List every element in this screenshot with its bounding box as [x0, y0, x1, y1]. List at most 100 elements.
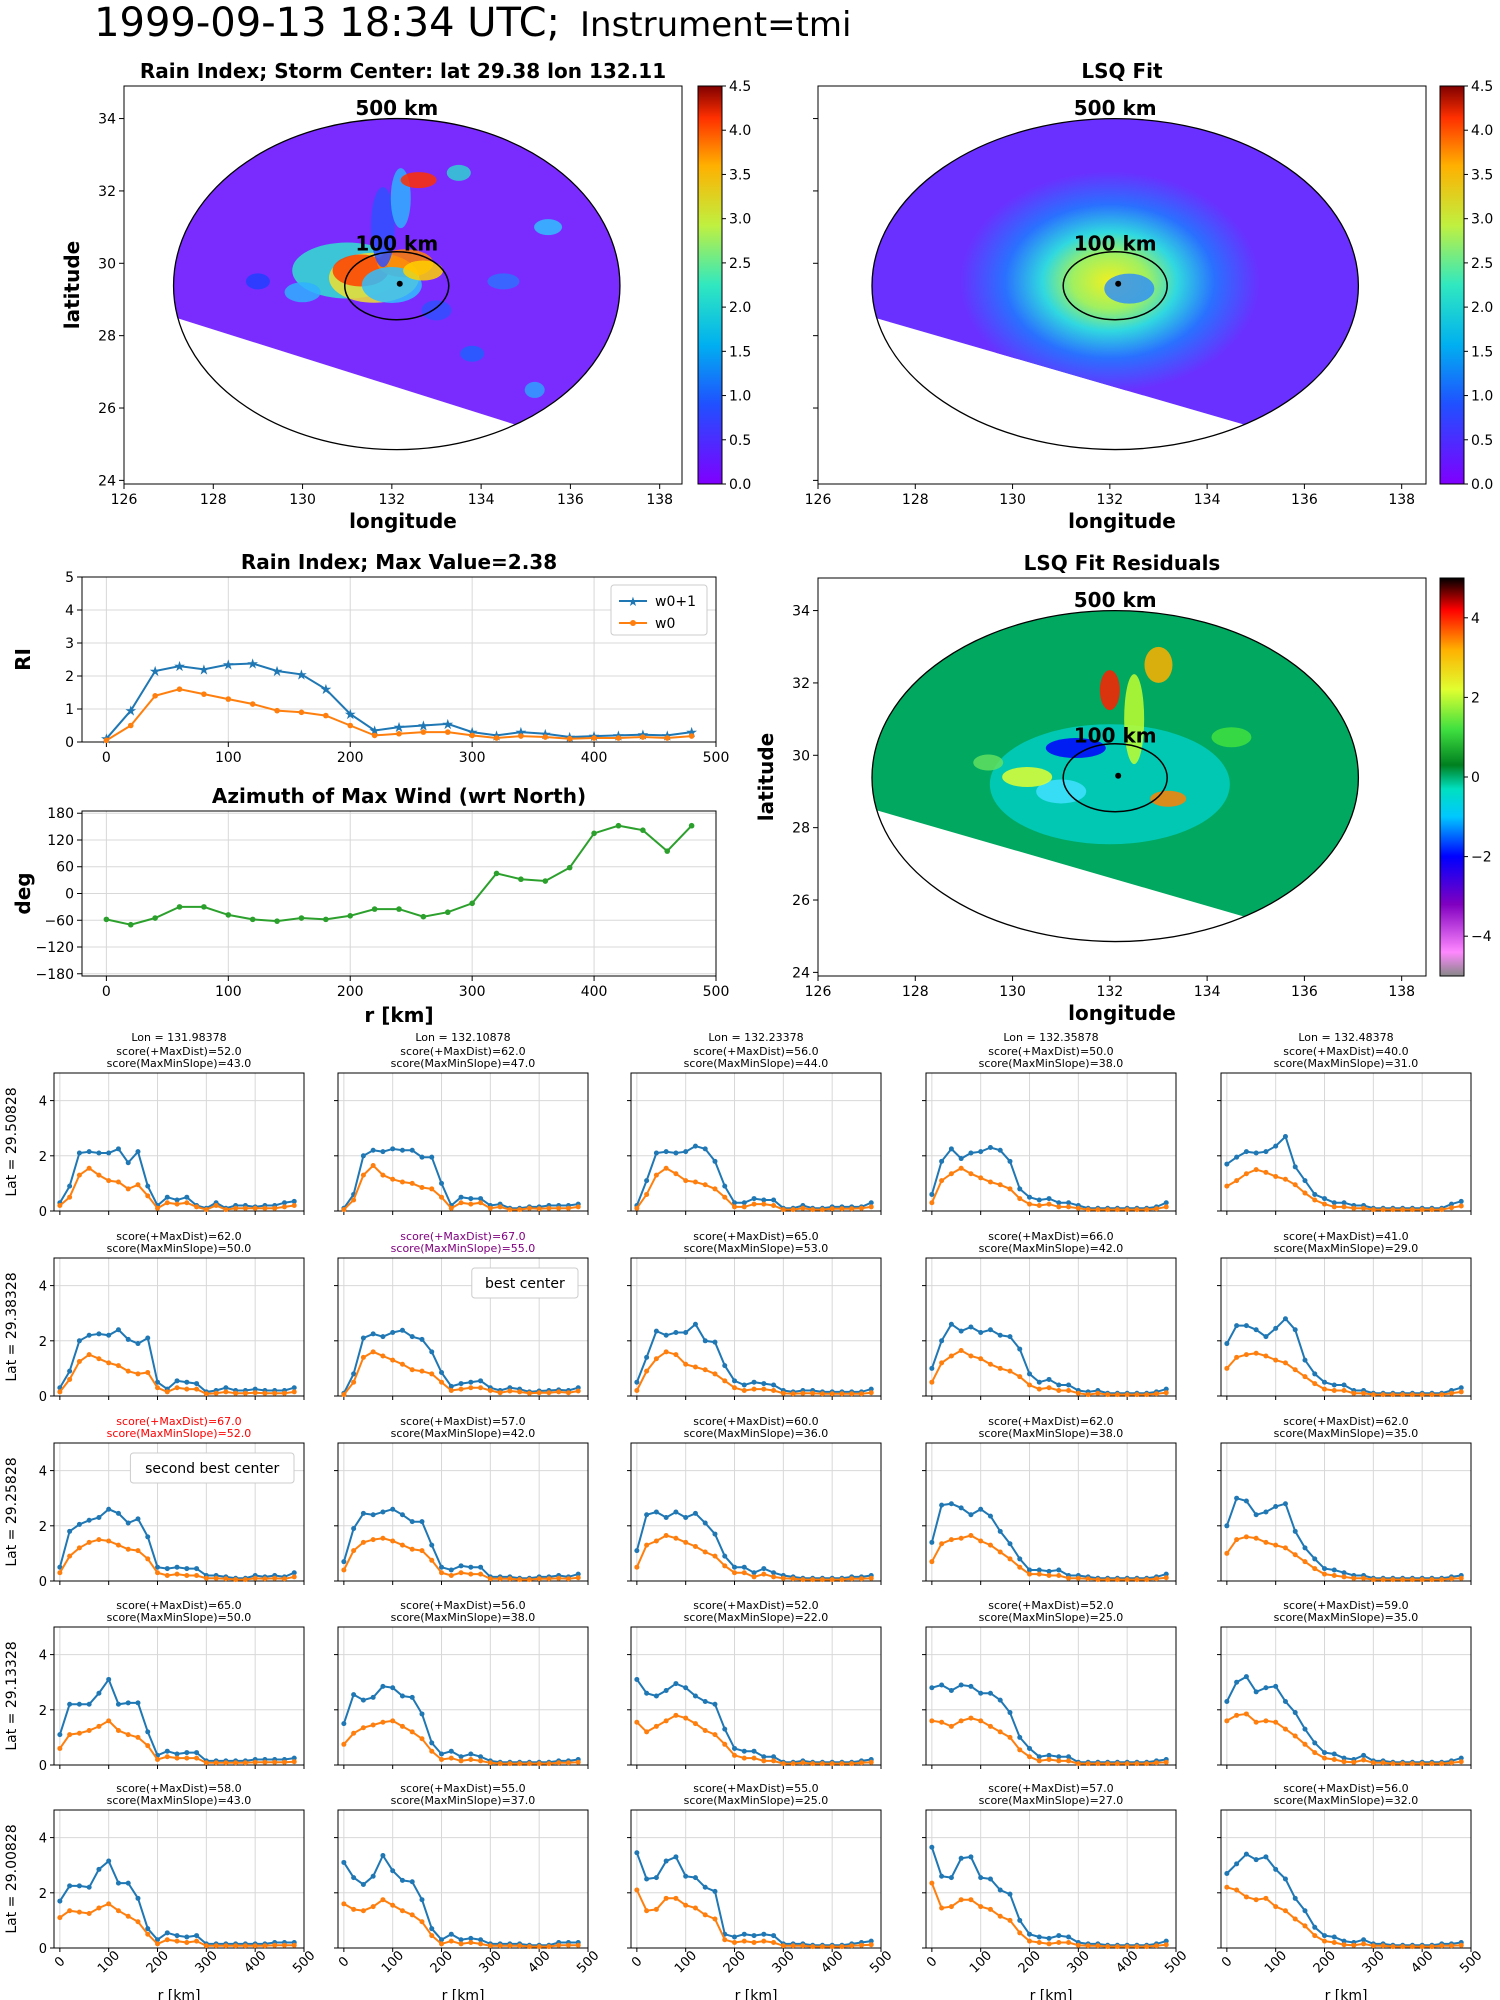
cell-data-point: [429, 1926, 435, 1932]
lat-tick-label: 32: [98, 184, 116, 200]
cell-data-point: [663, 1515, 669, 1521]
cell-data-point: [1419, 1944, 1425, 1950]
cell-data-point: [468, 1939, 474, 1945]
cell-data-point: [1380, 1577, 1386, 1583]
cell-data-point: [439, 1751, 445, 1757]
colorbar-tick-label: 2.5: [1471, 256, 1493, 272]
cell-data-point: [351, 1548, 357, 1554]
resid-cyan: [989, 724, 1230, 845]
cell-data-point: [839, 1391, 845, 1397]
cell-data-point: [67, 1528, 73, 1534]
cell-data-point: [819, 1391, 825, 1397]
cell-data-point: [145, 1926, 151, 1932]
cell-data-point: [1351, 1942, 1357, 1948]
cell-score-slope: score(MaxMinSlope)=31.0: [1274, 1057, 1419, 1070]
cell-data-point: [164, 1930, 170, 1936]
cell-data-point: [291, 1202, 297, 1208]
cell-data-point: [1095, 1207, 1101, 1213]
data-point: [688, 733, 695, 739]
cell-y-tick-label: 0: [39, 1942, 47, 1957]
cell-data-point: [1036, 1197, 1042, 1203]
cell-data-point: [380, 1719, 386, 1725]
cell-data-point: [849, 1206, 855, 1212]
cell-data-point: [399, 1542, 405, 1548]
cell-data-point: [1409, 1761, 1415, 1767]
grid-cell: score(+MaxDist)=57.0score(MaxMinSlope)=4…: [334, 1415, 589, 1585]
lat-tick-label: 30: [792, 748, 810, 764]
cell-data-point: [868, 1390, 874, 1396]
lon-tick-label: 134: [1194, 492, 1221, 508]
cell-data-point: [1095, 1577, 1101, 1583]
cell-data-point: [644, 1876, 650, 1882]
data-point: [493, 870, 500, 877]
cell-data-point: [987, 1361, 993, 1367]
cell-data-point: [507, 1207, 513, 1213]
cell-data-point: [1292, 1895, 1298, 1901]
cell-data-point: [929, 1379, 935, 1385]
lon-tick-label: 128: [200, 492, 227, 508]
cell-data-point: [1007, 1556, 1013, 1562]
cell-data-point: [732, 1564, 738, 1570]
cell-data-point: [526, 1761, 532, 1767]
cell-data-point: [722, 1741, 728, 1747]
cell-data-point: [751, 1755, 757, 1761]
cell-data-point: [653, 1723, 659, 1729]
cell-data-point: [1292, 1164, 1298, 1170]
cell-data-point: [536, 1761, 542, 1767]
cell-data-point: [1105, 1207, 1111, 1213]
cell-data-point: [419, 1519, 425, 1525]
cell-data-point: [1292, 1367, 1298, 1373]
cell-data-point: [556, 1942, 562, 1948]
cell-data-point: [722, 1363, 728, 1369]
cell-data-point: [1273, 1866, 1279, 1872]
cell-score-maxdist: score(+MaxDist)=57.0: [400, 1415, 525, 1428]
colorbar-tick-label: 2.0: [729, 300, 751, 316]
cell-data-point: [1282, 1501, 1288, 1507]
data-point: ★: [246, 656, 259, 672]
cell-data-point: [702, 1912, 708, 1918]
data-point: [298, 709, 305, 716]
colorbar-tick-label: 2.5: [729, 256, 751, 272]
cell-data-point: [683, 1515, 689, 1521]
cell-data-point: [1243, 1851, 1249, 1857]
cell-data-point: [380, 1149, 386, 1155]
cell-row-label: Lat = 29.38328: [4, 1272, 20, 1381]
cell-data-point: [96, 1905, 102, 1911]
cell-score-maxdist: score(+MaxDist)=62.0: [400, 1045, 525, 1058]
cell-data-point: [683, 1685, 689, 1691]
cell-series-line: [1226, 1886, 1462, 1948]
cell-series-line: [1226, 1134, 1462, 1210]
cell-data-point: [155, 1941, 161, 1947]
cell-data-point: [1224, 1341, 1230, 1347]
storm-center-marker: [396, 280, 403, 287]
cell-score-slope: score(MaxMinSlope)=42.0: [391, 1427, 536, 1440]
cell-x-tick-label: 400: [525, 1948, 553, 1976]
cell-data-point: [76, 1730, 82, 1736]
data-point: [103, 737, 110, 744]
cell-score-maxdist: score(+MaxDist)=56.0: [1283, 1782, 1408, 1795]
cell-data-point: [1085, 1576, 1091, 1582]
lat-tick-label: 28: [98, 329, 116, 345]
cell-y-tick-label: 2: [39, 1520, 47, 1535]
cell-data-point: [741, 1387, 747, 1393]
cell-data-point: [1114, 1392, 1120, 1398]
cell-data-point: [741, 1382, 747, 1388]
cell-row-label: Lat = 29.25828: [4, 1457, 20, 1566]
cell-data-point: [929, 1880, 935, 1886]
cell-data-point: [1263, 1685, 1269, 1691]
cell-x-tick-label: 500: [290, 1948, 318, 1976]
cell-data-point: [1282, 1545, 1288, 1551]
cell-data-point: [644, 1908, 650, 1914]
cell-data-point: [155, 1564, 161, 1570]
grid-cell: score(+MaxDist)=57.0score(MaxMinSlope)=2…: [922, 1782, 1190, 2000]
cell-data-point: [67, 1376, 73, 1382]
ring-500km: [172, 117, 621, 451]
cell-data-point: [125, 1880, 131, 1886]
cell-score-slope: score(MaxMinSlope)=52.0: [107, 1427, 252, 1440]
y-tick-label: 4: [65, 603, 74, 619]
grid-cell: Lon = 132.10878score(+MaxDist)=62.0score…: [334, 1031, 589, 1215]
cell-data-point: [76, 1701, 82, 1707]
y-tick-label: 180: [47, 806, 74, 822]
cell-data-point: [478, 1200, 484, 1206]
cell-data-point: [194, 1938, 200, 1944]
